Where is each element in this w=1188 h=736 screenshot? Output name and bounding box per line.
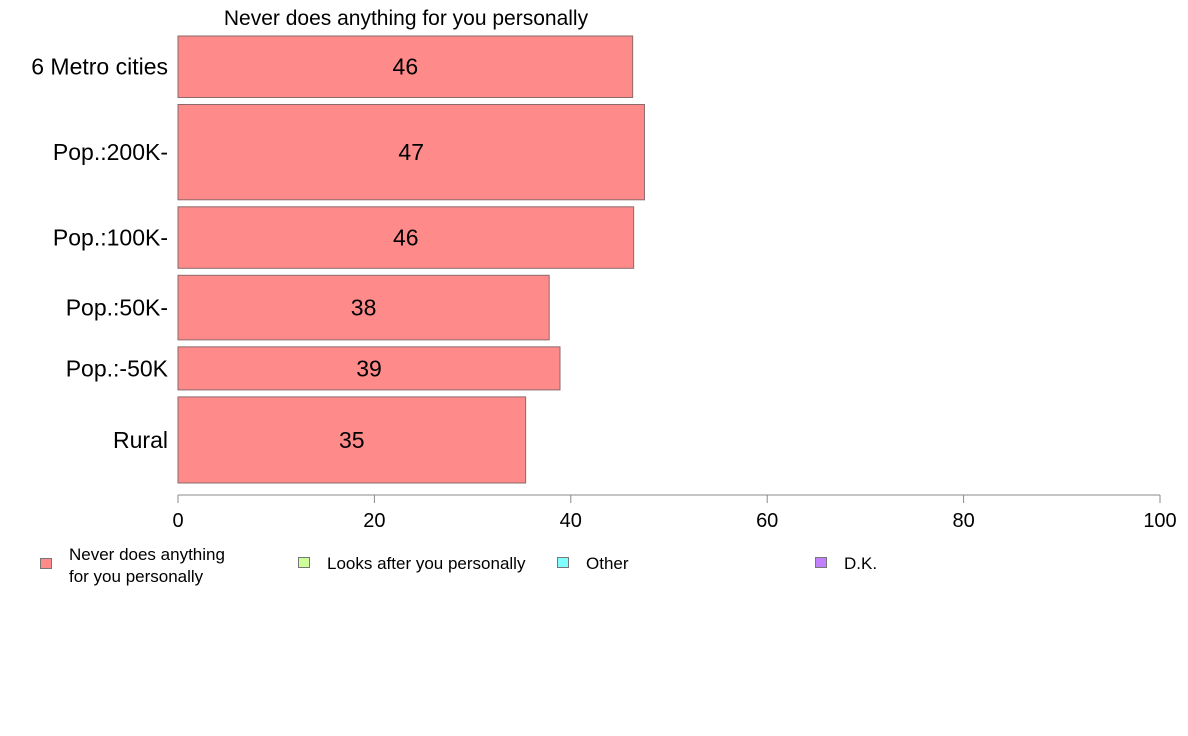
legend: Never does anything for you personally Lo…	[0, 544, 1188, 594]
bar-pop-50k	[177, 274, 550, 341]
bar-6-metro-cities	[177, 35, 634, 98]
x-tick-label-80: 80	[952, 510, 974, 532]
legend-item-looks-after-you-personally: Looks after you personally	[298, 553, 525, 575]
legend-swatch	[40, 558, 52, 569]
category-label-6-metro-cities: 6 Metro cities	[31, 54, 168, 80]
category-label-pop-100k: Pop.:100K-	[53, 225, 168, 251]
data-label-pop-100k: 46	[393, 225, 419, 251]
bar-rural	[177, 396, 527, 484]
bar-pop-50k	[177, 346, 561, 391]
x-tick-label-40: 40	[560, 510, 582, 532]
data-label-pop-50k: 38	[351, 295, 377, 321]
data-label-rural: 35	[339, 427, 365, 453]
x-tick-label-60: 60	[756, 510, 778, 532]
legend-item-other: Other	[557, 553, 629, 575]
data-label-pop-50k: 39	[356, 355, 382, 381]
bar-pop-100k	[177, 206, 635, 269]
legend-label: Looks after you personally	[327, 554, 526, 573]
legend-swatch	[815, 557, 827, 568]
legend-swatch	[557, 557, 569, 568]
legend-item-d-k: D.K.	[815, 553, 877, 575]
legend-label: Other	[586, 554, 629, 573]
data-label-pop-200k: 47	[398, 139, 424, 165]
x-tick-label-20: 20	[363, 510, 385, 532]
legend-label: D.K.	[844, 554, 878, 573]
x-tick-label-0: 0	[172, 510, 183, 532]
x-tick-label-100: 100	[1143, 510, 1176, 532]
category-label-rural: Rural	[113, 427, 168, 453]
legend-label: Never does anything for you personally	[69, 545, 225, 586]
category-label-pop-200k: Pop.:200K-	[53, 139, 168, 165]
legend-swatch	[298, 557, 310, 568]
bars-group: 46 6 Metro cities 47 Pop.:200K- 46 Pop.:100K-…	[31, 35, 645, 484]
data-label-6-metro-cities: 46	[393, 54, 419, 80]
chart-title: Never does anything for you personally	[224, 7, 589, 30]
category-label-pop-50k: Pop.:50K-	[66, 295, 168, 321]
x-axis: 0 20 40 60 80 100	[172, 494, 1177, 532]
bar-pop-200k	[177, 103, 645, 201]
category-label-pop-50k: Pop.:-50K	[66, 355, 169, 381]
legend-item-never-does-anything-for-you-personally: Never does anything for you personally	[40, 544, 225, 588]
